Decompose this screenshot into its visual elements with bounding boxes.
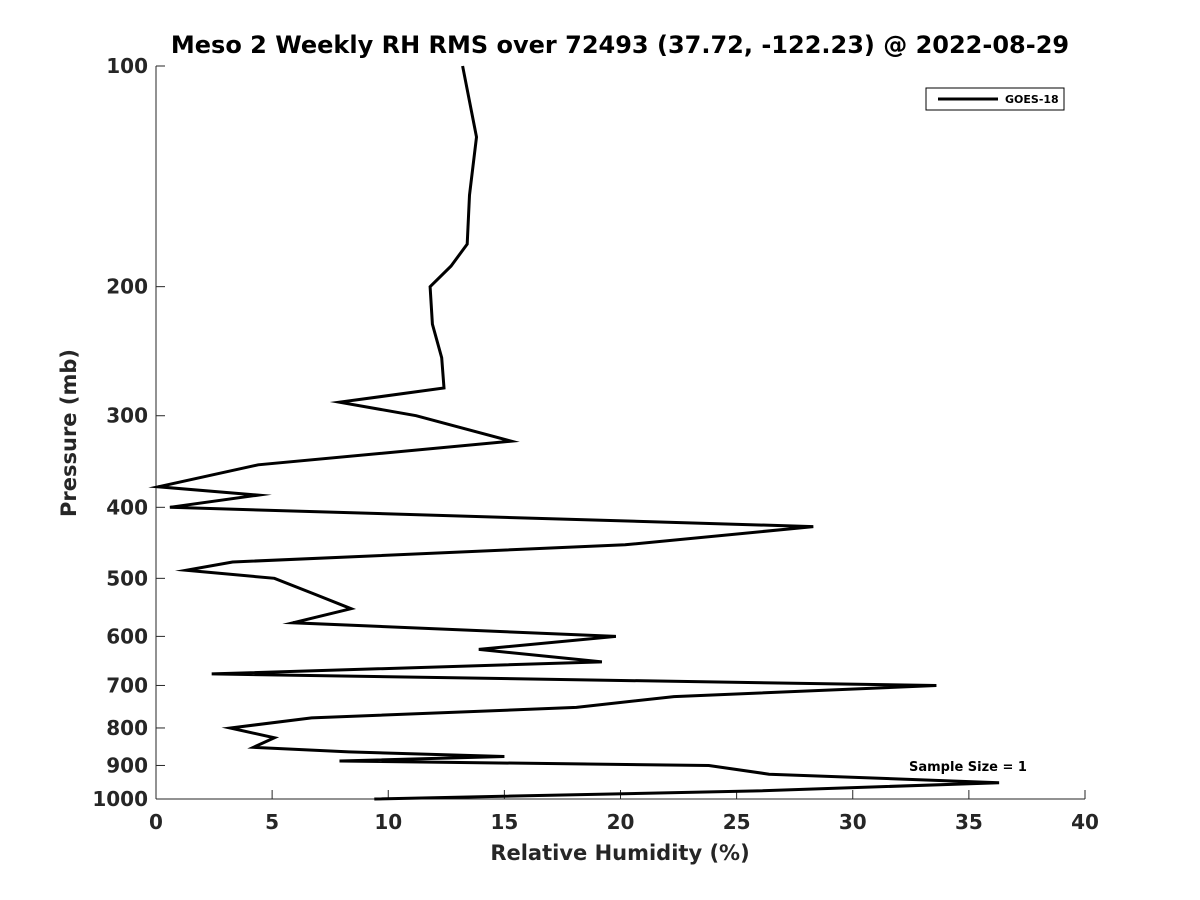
- y-tick-label-700: 700: [106, 673, 148, 697]
- y-tick-label-600: 600: [106, 624, 148, 648]
- y-tick-label-200: 200: [106, 275, 148, 299]
- series-line-goes-18: [148, 65, 1000, 801]
- x-tick-label-15: 15: [490, 810, 518, 834]
- x-tick-label-0: 0: [149, 810, 163, 834]
- sample-size-annotation: Sample Size = 1: [909, 760, 1027, 775]
- plot-area: 0 5 10 15 20 25 30 35 40 100 200 300 400 500 600 700 800…: [92, 54, 1099, 834]
- y-tick-label-300: 300: [106, 404, 148, 428]
- y-tick-label-100: 100: [106, 54, 148, 78]
- x-tick-label-40: 40: [1071, 810, 1099, 834]
- x-axis-label: Relative Humidity (%): [490, 841, 749, 865]
- y-tick-label-900: 900: [106, 753, 148, 777]
- y-tick-label-400: 400: [106, 495, 148, 519]
- y-tick-label-1000: 1000: [92, 787, 148, 811]
- y-tick-label-800: 800: [106, 716, 148, 740]
- chart-title: Meso 2 Weekly RH RMS over 72493 (37.72, …: [171, 31, 1069, 59]
- x-tick-label-30: 30: [839, 810, 867, 834]
- x-tick-label-25: 25: [723, 810, 751, 834]
- legend-label-goes-18: GOES-18: [1005, 93, 1059, 106]
- y-tick-label-500: 500: [106, 566, 148, 590]
- y-axis-label: Pressure (mb): [57, 349, 81, 517]
- x-tick-label-10: 10: [374, 810, 402, 834]
- x-tick-label-20: 20: [607, 810, 635, 834]
- x-tick-label-5: 5: [265, 810, 279, 834]
- legend: GOES-18: [925, 87, 1065, 111]
- x-tick-label-35: 35: [955, 810, 983, 834]
